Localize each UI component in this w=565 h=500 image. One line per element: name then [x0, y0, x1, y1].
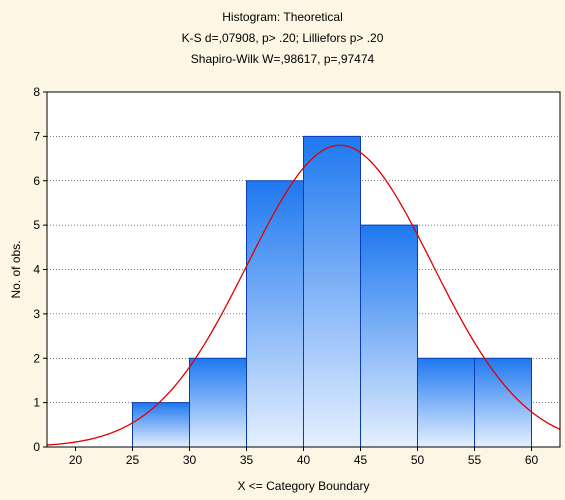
x-tick-label: 60 [525, 453, 539, 467]
chart-title: Histogram: Theoretical [222, 10, 343, 24]
chart-subtitle-sw: Shapiro-Wilk W=,98617, p=,97474 [190, 52, 375, 66]
chart-subtitle-ks: K-S d=,07908, p> .20; Lilliefors p> .20 [181, 31, 384, 45]
histogram-bar [474, 357, 532, 448]
histogram-bar [246, 180, 304, 448]
y-tick-label: 2 [33, 351, 40, 365]
y-tick-label: 4 [33, 263, 40, 277]
y-tick-label: 1 [33, 396, 40, 410]
histogram-bar [360, 224, 418, 448]
y-tick-label: 8 [33, 85, 40, 99]
x-tick-label: 30 [183, 453, 197, 467]
x-tick-label: 45 [354, 453, 368, 467]
y-tick-label: 5 [33, 218, 40, 232]
x-tick-label: 35 [240, 453, 254, 467]
x-tick-label: 25 [126, 453, 140, 467]
histogram-bar [417, 357, 475, 448]
histogram-bar [303, 135, 361, 448]
x-tick-label: 55 [468, 453, 482, 467]
x-tick-label: 50 [411, 453, 425, 467]
x-axis-label: X <= Category Boundary [237, 479, 369, 493]
x-tick-label: 40 [297, 453, 311, 467]
y-tick-label: 7 [33, 129, 40, 143]
bars [132, 135, 532, 448]
y-tick-label: 3 [33, 307, 40, 321]
y-tick-label: 6 [33, 174, 40, 188]
histogram-bar [189, 357, 247, 448]
x-tick-label: 20 [69, 453, 83, 467]
y-tick-label: 0 [33, 440, 40, 454]
histogram-bar [132, 402, 190, 448]
y-axis-label: No. of obs. [9, 240, 23, 298]
normal-curve [46, 144, 561, 446]
